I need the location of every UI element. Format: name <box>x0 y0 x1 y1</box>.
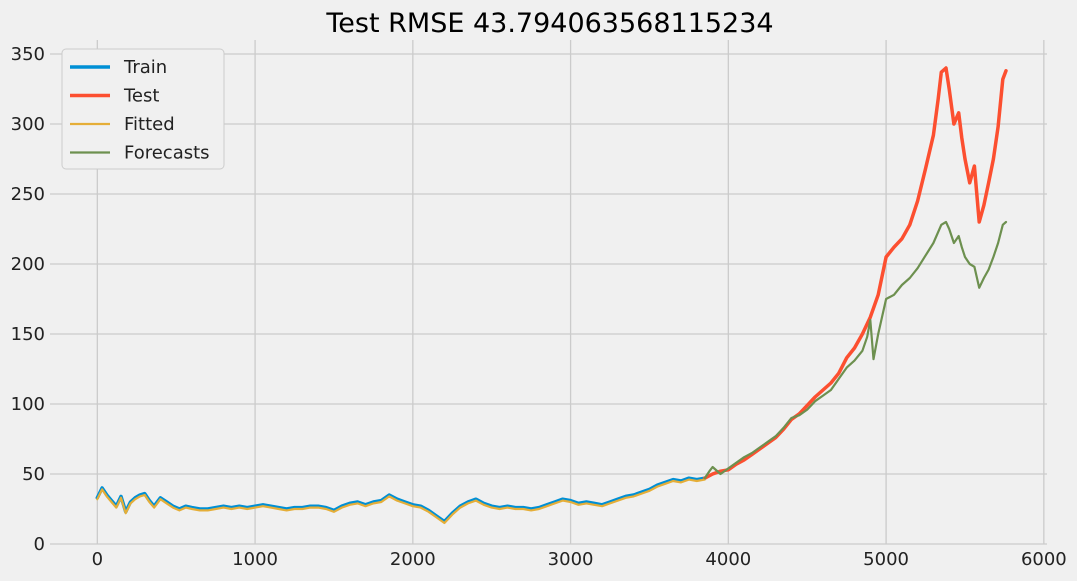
y-tick-label: 50 <box>22 464 45 485</box>
series-line-test <box>702 66 1008 480</box>
series-lines <box>95 66 1008 525</box>
chart-title: Test RMSE 43.794063568115234 <box>325 8 773 39</box>
y-tick-label: 350 <box>11 44 45 65</box>
y-tick-label: 200 <box>11 254 45 275</box>
y-tick-label: 300 <box>11 114 45 135</box>
series-line-forecasts <box>703 220 1008 480</box>
legend-label-fitted: Fitted <box>124 114 175 135</box>
legend-label-test: Test <box>123 86 159 107</box>
legend-box <box>61 48 225 170</box>
y-tick-label: 0 <box>34 534 45 555</box>
y-tick-label: 250 <box>11 184 45 205</box>
x-tick-label: 2000 <box>390 549 436 570</box>
x-tick-label: 6000 <box>1021 549 1067 570</box>
series-line-fitted <box>96 478 706 525</box>
legend-label-train: Train <box>123 57 167 78</box>
y-tick-label: 150 <box>11 324 45 345</box>
x-tick-label: 5000 <box>863 549 909 570</box>
x-tick-label: 1000 <box>232 549 278 570</box>
legend: Train Test Fitted Forecasts <box>61 48 225 170</box>
x-tick-label: 0 <box>92 549 103 570</box>
axis-ticks: 0 1000 2000 3000 4000 5000 6000 0 50 100 150 200 250… <box>11 44 1067 570</box>
x-tick-label: 3000 <box>548 549 594 570</box>
legend-label-forecasts: Forecasts <box>124 143 210 164</box>
x-tick-label: 4000 <box>705 549 751 570</box>
series-line-train <box>95 476 707 524</box>
grid-lines <box>50 40 1047 545</box>
y-tick-label: 100 <box>11 394 45 415</box>
